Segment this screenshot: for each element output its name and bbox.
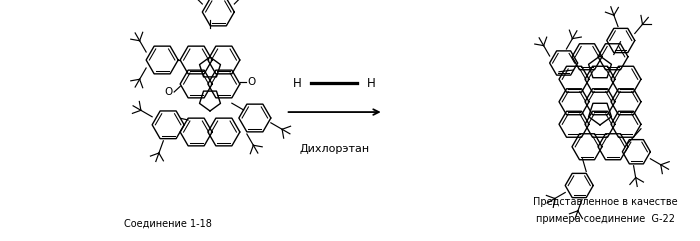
Text: Дихлорэтан: Дихлорэтан — [300, 144, 370, 154]
Text: Соединение 1-18: Соединение 1-18 — [124, 219, 212, 229]
Text: H: H — [367, 77, 375, 90]
Text: примера соединение  G-22: примера соединение G-22 — [536, 214, 675, 224]
Text: O: O — [164, 87, 172, 97]
Text: O: O — [248, 77, 256, 87]
Text: H: H — [293, 77, 302, 90]
Text: Представленное в качестве: Представленное в качестве — [533, 197, 678, 208]
